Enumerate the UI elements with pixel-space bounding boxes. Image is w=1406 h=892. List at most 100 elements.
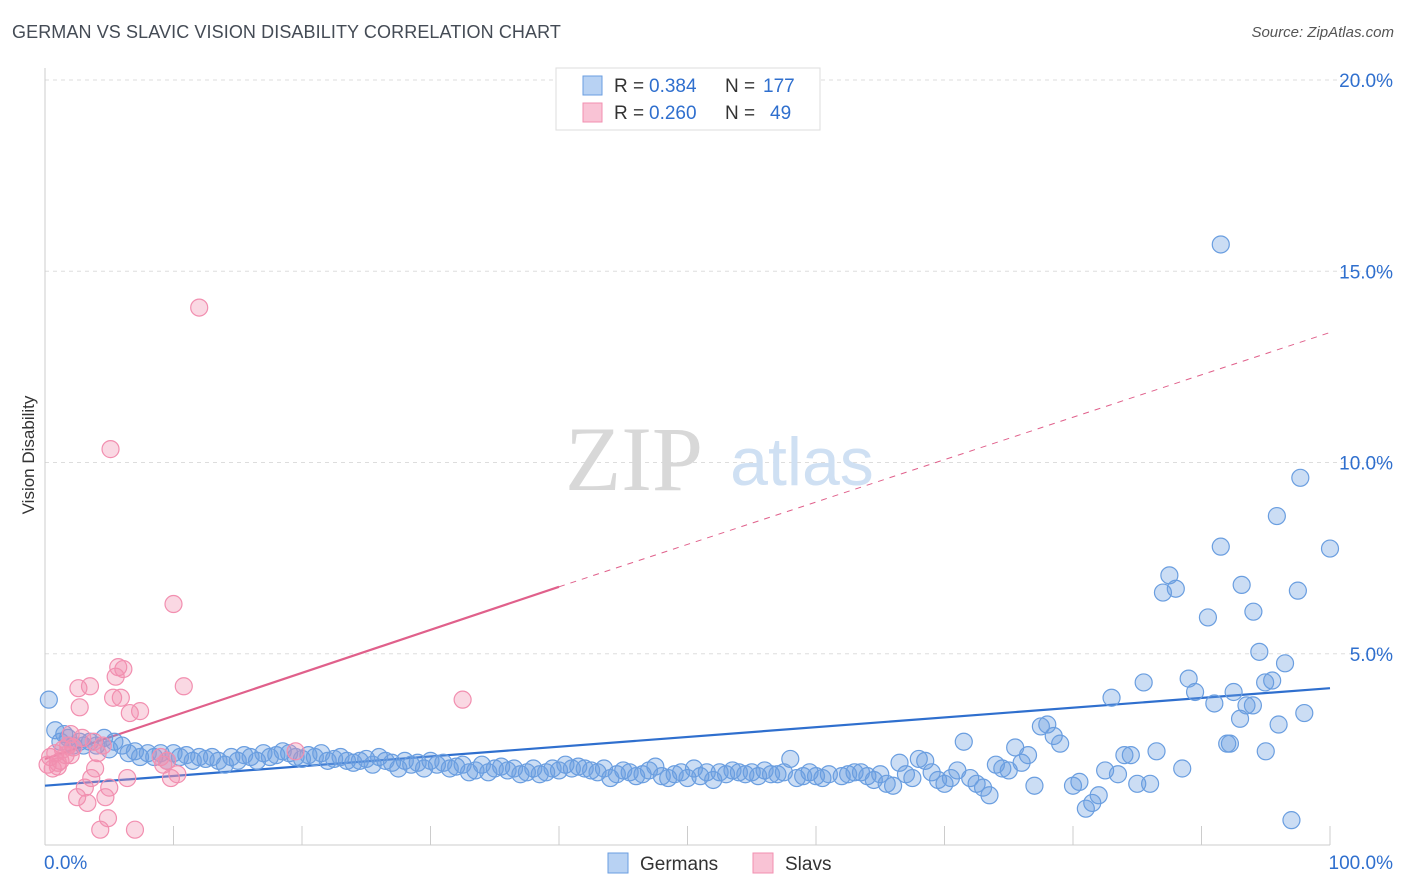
germans-point bbox=[119, 744, 138, 763]
germans-point bbox=[1102, 688, 1121, 707]
germans-point bbox=[781, 749, 800, 769]
y-tick-label: 5.0% bbox=[1350, 645, 1393, 666]
y-tick-labels: 5.0% 10.0% 15.0% 20.0% bbox=[1339, 71, 1393, 666]
germans-n-value: 177 bbox=[763, 76, 795, 97]
germans-n-label: N = bbox=[725, 76, 755, 97]
watermark: ZIP atlas bbox=[565, 408, 874, 510]
watermark-zip: ZIP bbox=[565, 408, 703, 510]
germans-point bbox=[903, 768, 922, 788]
slavs-point bbox=[98, 809, 118, 828]
germans-point bbox=[883, 776, 903, 795]
germans-point bbox=[1025, 776, 1044, 795]
slavs-point bbox=[114, 659, 133, 679]
slavs-swatch bbox=[582, 102, 603, 123]
slavs-point bbox=[164, 594, 183, 614]
slavs-point bbox=[125, 820, 145, 839]
source-label: Source: ZipAtlas.com bbox=[1251, 24, 1394, 41]
germans-point bbox=[1070, 772, 1089, 791]
germans-point bbox=[1267, 506, 1286, 526]
legend-germans-swatch bbox=[607, 852, 629, 874]
slavs-point bbox=[82, 768, 101, 788]
slavs-point bbox=[70, 698, 89, 717]
germans-point bbox=[1205, 694, 1224, 713]
y-tick-label: 10.0% bbox=[1339, 454, 1393, 475]
germans-point bbox=[1244, 602, 1263, 621]
germans-point bbox=[39, 690, 58, 709]
germans-points bbox=[39, 235, 1340, 830]
germans-point bbox=[1263, 671, 1282, 690]
slavs-point bbox=[111, 688, 130, 707]
germans-point bbox=[1140, 774, 1160, 793]
slavs-trend-extension bbox=[558, 331, 1331, 588]
germans-swatch bbox=[582, 75, 603, 96]
germans-point bbox=[1128, 774, 1147, 793]
germans-point bbox=[1220, 734, 1240, 753]
legend-slavs-swatch bbox=[752, 852, 774, 874]
slavs-trend-line bbox=[44, 585, 560, 760]
germans-point bbox=[337, 751, 357, 770]
slavs-point bbox=[84, 732, 103, 751]
legend-germans-label: Germans bbox=[640, 854, 718, 875]
germans-point bbox=[768, 765, 787, 784]
germans-point bbox=[1051, 734, 1070, 753]
series-legend: Germans Slavs bbox=[607, 852, 831, 875]
slavs-point bbox=[96, 788, 115, 807]
germans-point bbox=[1224, 682, 1243, 702]
slavs-point bbox=[68, 788, 87, 807]
watermark-atlas: atlas bbox=[730, 424, 874, 500]
slavs-point bbox=[286, 742, 305, 761]
legend-slavs-label: Slavs bbox=[785, 854, 831, 875]
germans-point bbox=[1320, 539, 1340, 558]
germans-r-label: R = bbox=[614, 76, 644, 97]
germans-point bbox=[1031, 717, 1050, 736]
slavs-point bbox=[118, 768, 137, 788]
x-tick-labels: 0.0% 100.0% bbox=[44, 853, 1393, 874]
germans-point bbox=[1256, 673, 1275, 692]
germans-point bbox=[1291, 468, 1310, 487]
germans-point bbox=[190, 747, 209, 767]
slavs-r-value: 0.260 bbox=[649, 103, 697, 124]
chart-title: GERMAN VS SLAVIC VISION DISABILITY CORRE… bbox=[12, 22, 561, 42]
slavs-point bbox=[168, 765, 187, 784]
slavs-point bbox=[93, 736, 112, 755]
slavs-point bbox=[61, 746, 80, 765]
germans-point bbox=[1250, 642, 1269, 661]
germans-point bbox=[562, 759, 581, 778]
germans-point bbox=[1166, 579, 1185, 598]
slavs-point bbox=[130, 702, 150, 721]
germans-point bbox=[909, 749, 928, 769]
germans-point bbox=[871, 765, 890, 784]
germans-point bbox=[954, 732, 973, 751]
germans-point bbox=[1211, 235, 1230, 254]
germans-point bbox=[1115, 746, 1134, 765]
germans-r-value: 0.384 bbox=[649, 76, 697, 97]
slavs-point bbox=[86, 759, 105, 778]
germans-point bbox=[1243, 696, 1263, 715]
germans-point bbox=[646, 757, 665, 776]
germans-point bbox=[1295, 703, 1314, 723]
germans-point bbox=[916, 751, 935, 770]
slavs-point bbox=[80, 677, 100, 696]
germans-point bbox=[1134, 673, 1153, 692]
slavs-r-label: R = bbox=[614, 103, 644, 124]
slavs-point bbox=[453, 690, 472, 709]
germans-point bbox=[1121, 746, 1140, 765]
trend-lines bbox=[44, 331, 1331, 787]
germans-point bbox=[1269, 715, 1288, 734]
germans-point bbox=[1232, 575, 1251, 595]
germans-point bbox=[1211, 537, 1230, 556]
slavs-point bbox=[100, 778, 119, 797]
grid-lines bbox=[45, 79, 1392, 655]
stats-legend: R = 0.384 N = 177 R = 0.260 N = 49 bbox=[555, 67, 821, 131]
slavs-point bbox=[190, 298, 209, 317]
slavs-point bbox=[48, 757, 67, 776]
germans-point bbox=[1282, 811, 1301, 830]
germans-point bbox=[1018, 746, 1038, 765]
axes bbox=[44, 68, 1331, 846]
germans-point bbox=[1089, 786, 1108, 805]
germans-point bbox=[877, 774, 896, 793]
germans-point bbox=[1108, 765, 1128, 784]
x-tick-label-max: 100.0% bbox=[1329, 853, 1394, 874]
slavs-n-label: N = bbox=[725, 103, 755, 124]
